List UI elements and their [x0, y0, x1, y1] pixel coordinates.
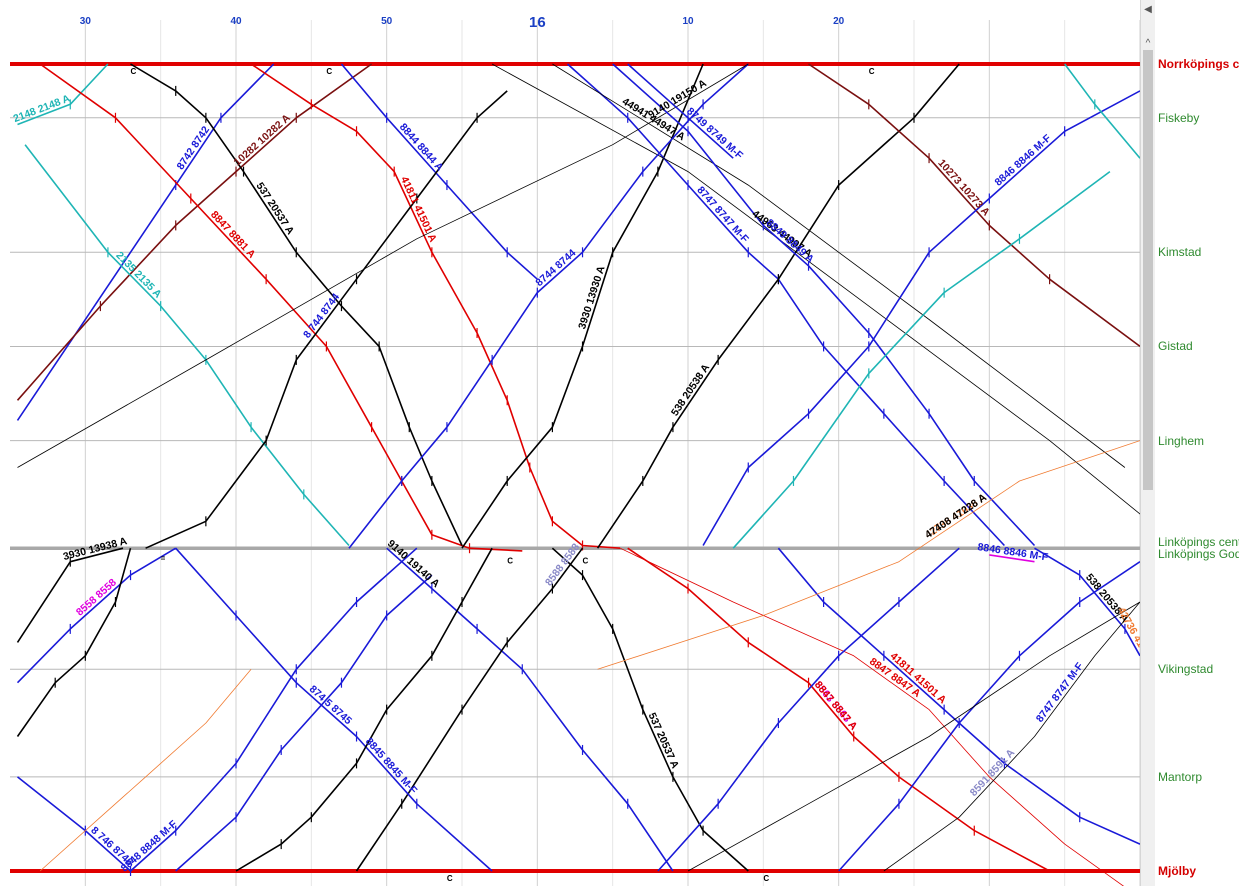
scroll-up-arrow-icon[interactable]: ◀	[1144, 3, 1152, 15]
station-label: Mantorp	[1158, 769, 1203, 784]
train-label[interactable]: 2135 2135 A	[113, 249, 164, 300]
train-path[interactable]	[145, 90, 508, 549]
train-label[interactable]: 538 20538 A	[669, 362, 713, 419]
train-path[interactable]	[732, 170, 1111, 549]
train-label[interactable]: 8747 8747 M-F	[694, 184, 751, 245]
stop-mark: C	[869, 67, 875, 76]
train-path[interactable]	[627, 547, 1050, 872]
train-path[interactable]	[596, 63, 960, 549]
train-path[interactable]	[16, 63, 275, 421]
scroll-thumb[interactable]	[1143, 50, 1153, 490]
train-label[interactable]: 3930 13930 A	[576, 264, 607, 331]
train-path[interactable]	[355, 547, 584, 872]
train-label[interactable]: 8742 8742	[175, 124, 213, 172]
train-label[interactable]: 41811 41501 A	[398, 175, 439, 245]
train-label[interactable]: 8845 8845 M-F	[363, 736, 420, 797]
station-label: Kimstad	[1158, 245, 1202, 260]
scroll-caret-icon[interactable]: ^	[1145, 38, 1151, 49]
train-path[interactable]	[16, 63, 373, 401]
train-label[interactable]: 8558 8558	[74, 576, 119, 618]
station-label: Fiskeby	[1158, 110, 1200, 125]
station-label: Linghem	[1158, 433, 1205, 448]
train-label[interactable]: 47408 47228 A	[923, 491, 989, 541]
train-path[interactable]	[386, 547, 674, 872]
train-path[interactable]	[620, 547, 1140, 886]
train-paths	[16, 63, 1141, 886]
train-label[interactable]: 8844 8844 A	[397, 121, 446, 174]
train-path[interactable]	[16, 547, 177, 684]
train-path[interactable]	[551, 547, 749, 872]
stop-mark: =	[161, 554, 166, 563]
train-path[interactable]	[552, 63, 1126, 468]
hour-tick-label: 16	[529, 14, 546, 31]
station-label: Linköpings cent	[1158, 535, 1239, 550]
train-label[interactable]: 8849 8849 A	[764, 217, 817, 266]
train-label[interactable]: 8749 8749 M-F	[684, 105, 746, 162]
train-path[interactable]	[566, 63, 1005, 547]
train-label[interactable]: 10282 10282 A	[231, 112, 293, 169]
train-label[interactable]: 8744 8744	[533, 247, 578, 289]
train-path[interactable]	[16, 547, 132, 737]
train-label[interactable]: 8847 8847 A	[812, 679, 860, 733]
vertical-scrollbar[interactable]: ◀ ^	[1140, 0, 1155, 886]
train-label[interactable]: 9140 19140 A	[385, 538, 442, 591]
train-path[interactable]	[39, 669, 252, 872]
station-label: Linköpings God	[1158, 547, 1239, 562]
station-label: Mjölby	[1158, 864, 1196, 878]
train-label[interactable]: 8846 8846 M-F	[977, 541, 1050, 563]
train-path[interactable]	[612, 63, 1036, 547]
stop-mark: C	[583, 557, 589, 566]
train-label[interactable]: 874 5 8745	[307, 683, 354, 727]
train-path[interactable]	[883, 601, 1140, 872]
time-axis: 30 40 50 16 10 20	[80, 14, 845, 31]
train-label[interactable]: 8847 8881 A	[208, 209, 258, 261]
train-label[interactable]: 3930 13938 A	[62, 535, 129, 563]
train-label[interactable]: 8 744 8744	[301, 291, 342, 340]
stop-mark: C	[326, 67, 332, 76]
train-label[interactable]: 42736 41036 A	[1115, 605, 1140, 674]
train-path[interactable]	[687, 601, 1140, 872]
stop-mark: C	[447, 874, 453, 883]
station-label: Gistad	[1158, 339, 1193, 354]
train-path[interactable]	[808, 63, 1141, 348]
train-path[interactable]	[17, 63, 749, 468]
station-list: Norrköpings c Fiskeby Kimstad Gistad Linghem…	[1154, 0, 1239, 886]
train-path[interactable]	[130, 63, 463, 546]
train-path[interactable]	[235, 547, 493, 872]
train-path[interactable]	[989, 554, 1035, 563]
train-label[interactable]: 8591 8591 A	[968, 747, 1018, 799]
train-label[interactable]: 2148 2148 A	[12, 92, 72, 125]
train-path[interactable]	[340, 63, 538, 280]
train-label[interactable]: 8848 8848 M-F	[119, 818, 181, 875]
train-path[interactable]	[838, 561, 1140, 872]
minute-tick-label: 50	[381, 16, 393, 27]
station-label: Norrköpings c	[1158, 57, 1239, 71]
train-label[interactable]: 537 20537 A	[646, 711, 682, 771]
train-path[interactable]	[1034, 547, 1141, 657]
train-label[interactable]: 8846 8846 M-F	[992, 132, 1054, 189]
train-path[interactable]	[491, 63, 1140, 575]
train-path[interactable]	[17, 547, 418, 872]
train-path[interactable]	[24, 144, 350, 547]
train-path[interactable]	[39, 63, 523, 552]
train-path[interactable]	[657, 547, 960, 872]
train-path[interactable]	[175, 547, 493, 872]
minute-tick-label: 10	[682, 16, 694, 27]
train-path[interactable]	[702, 90, 1140, 546]
minute-tick-label: 40	[230, 16, 242, 27]
train-graph: 8742 8742 10282 10282 A 2148 2148 A 2135 21…	[10, 14, 1141, 886]
stop-mark: C	[507, 557, 513, 566]
minute-tick-label: 20	[833, 16, 845, 27]
train-label[interactable]: 537 20537 A	[253, 180, 296, 237]
stop-mark: C	[763, 874, 769, 883]
minute-tick-label: 30	[80, 16, 92, 27]
station-label: Vikingstad	[1158, 662, 1214, 677]
train-path[interactable]	[597, 440, 1140, 670]
stop-mark: C	[131, 67, 137, 76]
train-path[interactable]	[175, 574, 433, 872]
train-label[interactable]: 10273 10273 A	[935, 157, 992, 218]
train-path[interactable]	[250, 63, 621, 549]
